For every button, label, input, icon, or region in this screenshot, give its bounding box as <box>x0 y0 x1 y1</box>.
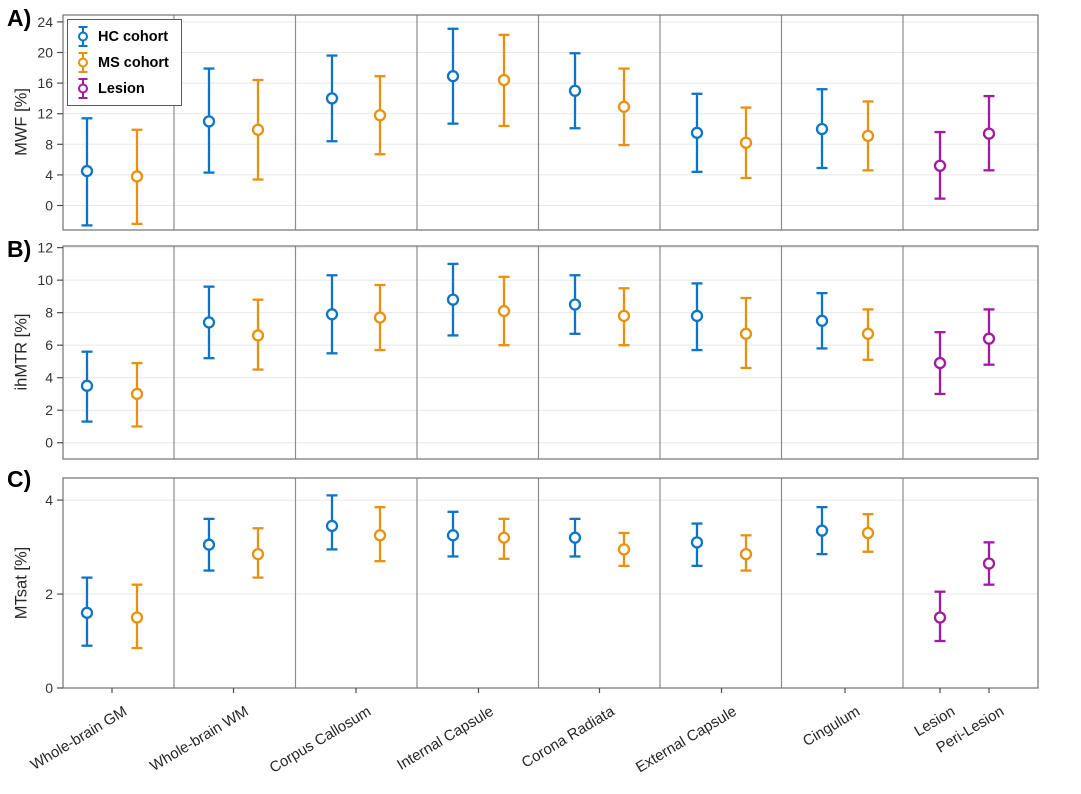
panel-border <box>62 245 1039 460</box>
legend-label-ms: MS cohort <box>98 54 169 71</box>
errorbar-internal-capsule-ms-cohort <box>497 33 511 128</box>
y-tick-label: 8 <box>45 305 53 321</box>
errorbar-corpus-callosum-ms-cohort <box>373 283 387 352</box>
errorbar-corona-radiata-ms-cohort <box>617 67 631 147</box>
hc-errorbar-marker-icon <box>78 26 88 47</box>
errorbar-corpus-callosum-ms-cohort <box>373 505 387 563</box>
errorbar-external-capsule-hc-cohort <box>690 522 704 568</box>
y-tick-label: 10 <box>37 272 53 288</box>
x-category-label-whole-brain-wm: Whole-brain WM <box>147 703 251 775</box>
errorbar-peri-lesion-lesion <box>982 308 996 366</box>
y-tick-label: 0 <box>45 435 53 451</box>
errorbar-external-capsule-ms-cohort <box>739 106 753 180</box>
errorbar-whole-brain-wm-hc-cohort <box>202 285 216 360</box>
y-tick-label: 4 <box>45 492 53 508</box>
panel-a-letter: A) <box>7 5 32 31</box>
panel-a: 0 4 8 12 16 20 24 <box>37 14 1039 231</box>
errorbar-corona-radiata-ms-cohort <box>617 287 631 347</box>
y-tick-label: 20 <box>37 44 53 60</box>
x-category-label-corona-radiata: Corona Radiata <box>519 703 618 772</box>
x-category-label-cingulum: Cingulum <box>800 703 863 750</box>
errorbar-corona-radiata-hc-cohort <box>568 52 582 130</box>
errorbar-internal-capsule-hc-cohort <box>446 510 460 558</box>
errorbar-whole-brain-gm-ms-cohort <box>130 361 144 428</box>
errorbar-whole-brain-wm-hc-cohort <box>202 517 216 572</box>
panel-border <box>62 477 1039 689</box>
errorbar-whole-brain-wm-hc-cohort <box>202 67 216 174</box>
legend-label-hc: HC cohort <box>98 28 169 45</box>
panel-c-letter: C) <box>7 466 32 492</box>
panel-c: 0 2 4 <box>45 477 1039 696</box>
errorbar-corpus-callosum-hc-cohort <box>325 54 339 143</box>
errorbar-cingulum-ms-cohort <box>861 308 875 361</box>
x-category-label-corpus-callosum: Corpus Callosum <box>267 703 374 777</box>
errorbar-whole-brain-gm-ms-cohort <box>130 583 144 650</box>
errorbar-whole-brain-wm-ms-cohort <box>251 298 265 371</box>
errorbar-corpus-callosum-ms-cohort <box>373 75 387 156</box>
y-axis-title-mtsat: MTsat [%] <box>12 546 31 620</box>
y-tick-label: 12 <box>37 106 53 122</box>
y-tick-label: 24 <box>37 14 53 30</box>
errorbar-lesion-lesion <box>933 590 947 643</box>
y-tick-label: 4 <box>45 167 53 183</box>
x-category-label-whole-brain-gm: Whole-brain GM <box>28 703 130 774</box>
errorbar-corona-radiata-hc-cohort <box>568 274 582 335</box>
y-axis-title-mwf: MWF [%] <box>12 88 31 156</box>
y-tick-label: 4 <box>45 370 53 386</box>
errorbar-internal-capsule-hc-cohort <box>446 262 460 337</box>
errorbar-corona-radiata-hc-cohort <box>568 517 582 558</box>
errorbar-internal-capsule-ms-cohort <box>497 275 511 347</box>
errorbar-peri-lesion-lesion <box>982 541 996 586</box>
x-category-label-internal-capsule: Internal Capsule <box>394 703 496 774</box>
errorbar-whole-brain-gm-hc-cohort <box>80 576 94 647</box>
errorbar-whole-brain-wm-ms-cohort <box>251 527 265 579</box>
errorbar-whole-brain-gm-hc-cohort <box>80 117 94 227</box>
x-axis-labels: Whole-brain GM Whole-brain WM Corpus Callo… <box>28 703 1007 777</box>
errorbar-lesion-lesion <box>933 331 947 396</box>
panel-border <box>62 14 1039 231</box>
errorbar-whole-brain-gm-ms-cohort <box>130 128 144 226</box>
errorbar-external-capsule-ms-cohort <box>739 296 753 370</box>
y-tick-label: 8 <box>45 136 53 152</box>
y-tick-label: 16 <box>37 75 53 91</box>
panel-b-letter: B) <box>7 236 32 262</box>
errorbar-cingulum-hc-cohort <box>815 88 829 170</box>
y-tick-label: 12 <box>37 240 53 256</box>
errorbar-whole-brain-wm-ms-cohort <box>251 78 265 181</box>
errorbar-corpus-callosum-hc-cohort <box>325 274 339 355</box>
legend-item-ms: MS cohort <box>77 51 169 74</box>
y-tick-label: 0 <box>45 680 53 696</box>
errorbar-corona-radiata-ms-cohort <box>617 531 631 568</box>
errorbar-cingulum-ms-cohort <box>861 100 875 172</box>
errorbar-internal-capsule-ms-cohort <box>497 517 511 560</box>
errorbar-whole-brain-gm-hc-cohort <box>80 350 94 423</box>
errorbar-lesion-lesion <box>933 130 947 200</box>
errorbar-peri-lesion-lesion <box>982 94 996 172</box>
ms-errorbar-marker-icon <box>78 52 88 73</box>
errorbar-corpus-callosum-hc-cohort <box>325 494 339 551</box>
lesion-errorbar-marker-icon <box>78 78 88 99</box>
errorbar-cingulum-hc-cohort <box>815 505 829 556</box>
y-tick-label: 6 <box>45 337 53 353</box>
legend-item-hc: HC cohort <box>77 25 169 48</box>
errorbar-cingulum-hc-cohort <box>815 292 829 350</box>
errorbar-cingulum-ms-cohort <box>861 513 875 553</box>
errorbar-external-capsule-ms-cohort <box>739 534 753 572</box>
y-tick-label: 0 <box>45 198 53 214</box>
errorbar-external-capsule-hc-cohort <box>690 92 704 174</box>
y-axis-title-ihmtr: ihMTR [%] <box>12 313 31 391</box>
x-category-label-external-capsule: External Capsule <box>633 703 740 776</box>
legend-label-lesion: Lesion <box>98 80 145 97</box>
legend: HC cohort MS cohort Lesion <box>67 19 182 106</box>
y-tick-label: 2 <box>45 586 53 602</box>
panel-b: 0 2 4 6 8 10 12 <box>37 240 1039 460</box>
errorbar-internal-capsule-hc-cohort <box>446 27 460 125</box>
legend-item-lesion: Lesion <box>77 77 169 100</box>
y-tick-label: 2 <box>45 402 53 418</box>
errorbar-external-capsule-hc-cohort <box>690 282 704 352</box>
